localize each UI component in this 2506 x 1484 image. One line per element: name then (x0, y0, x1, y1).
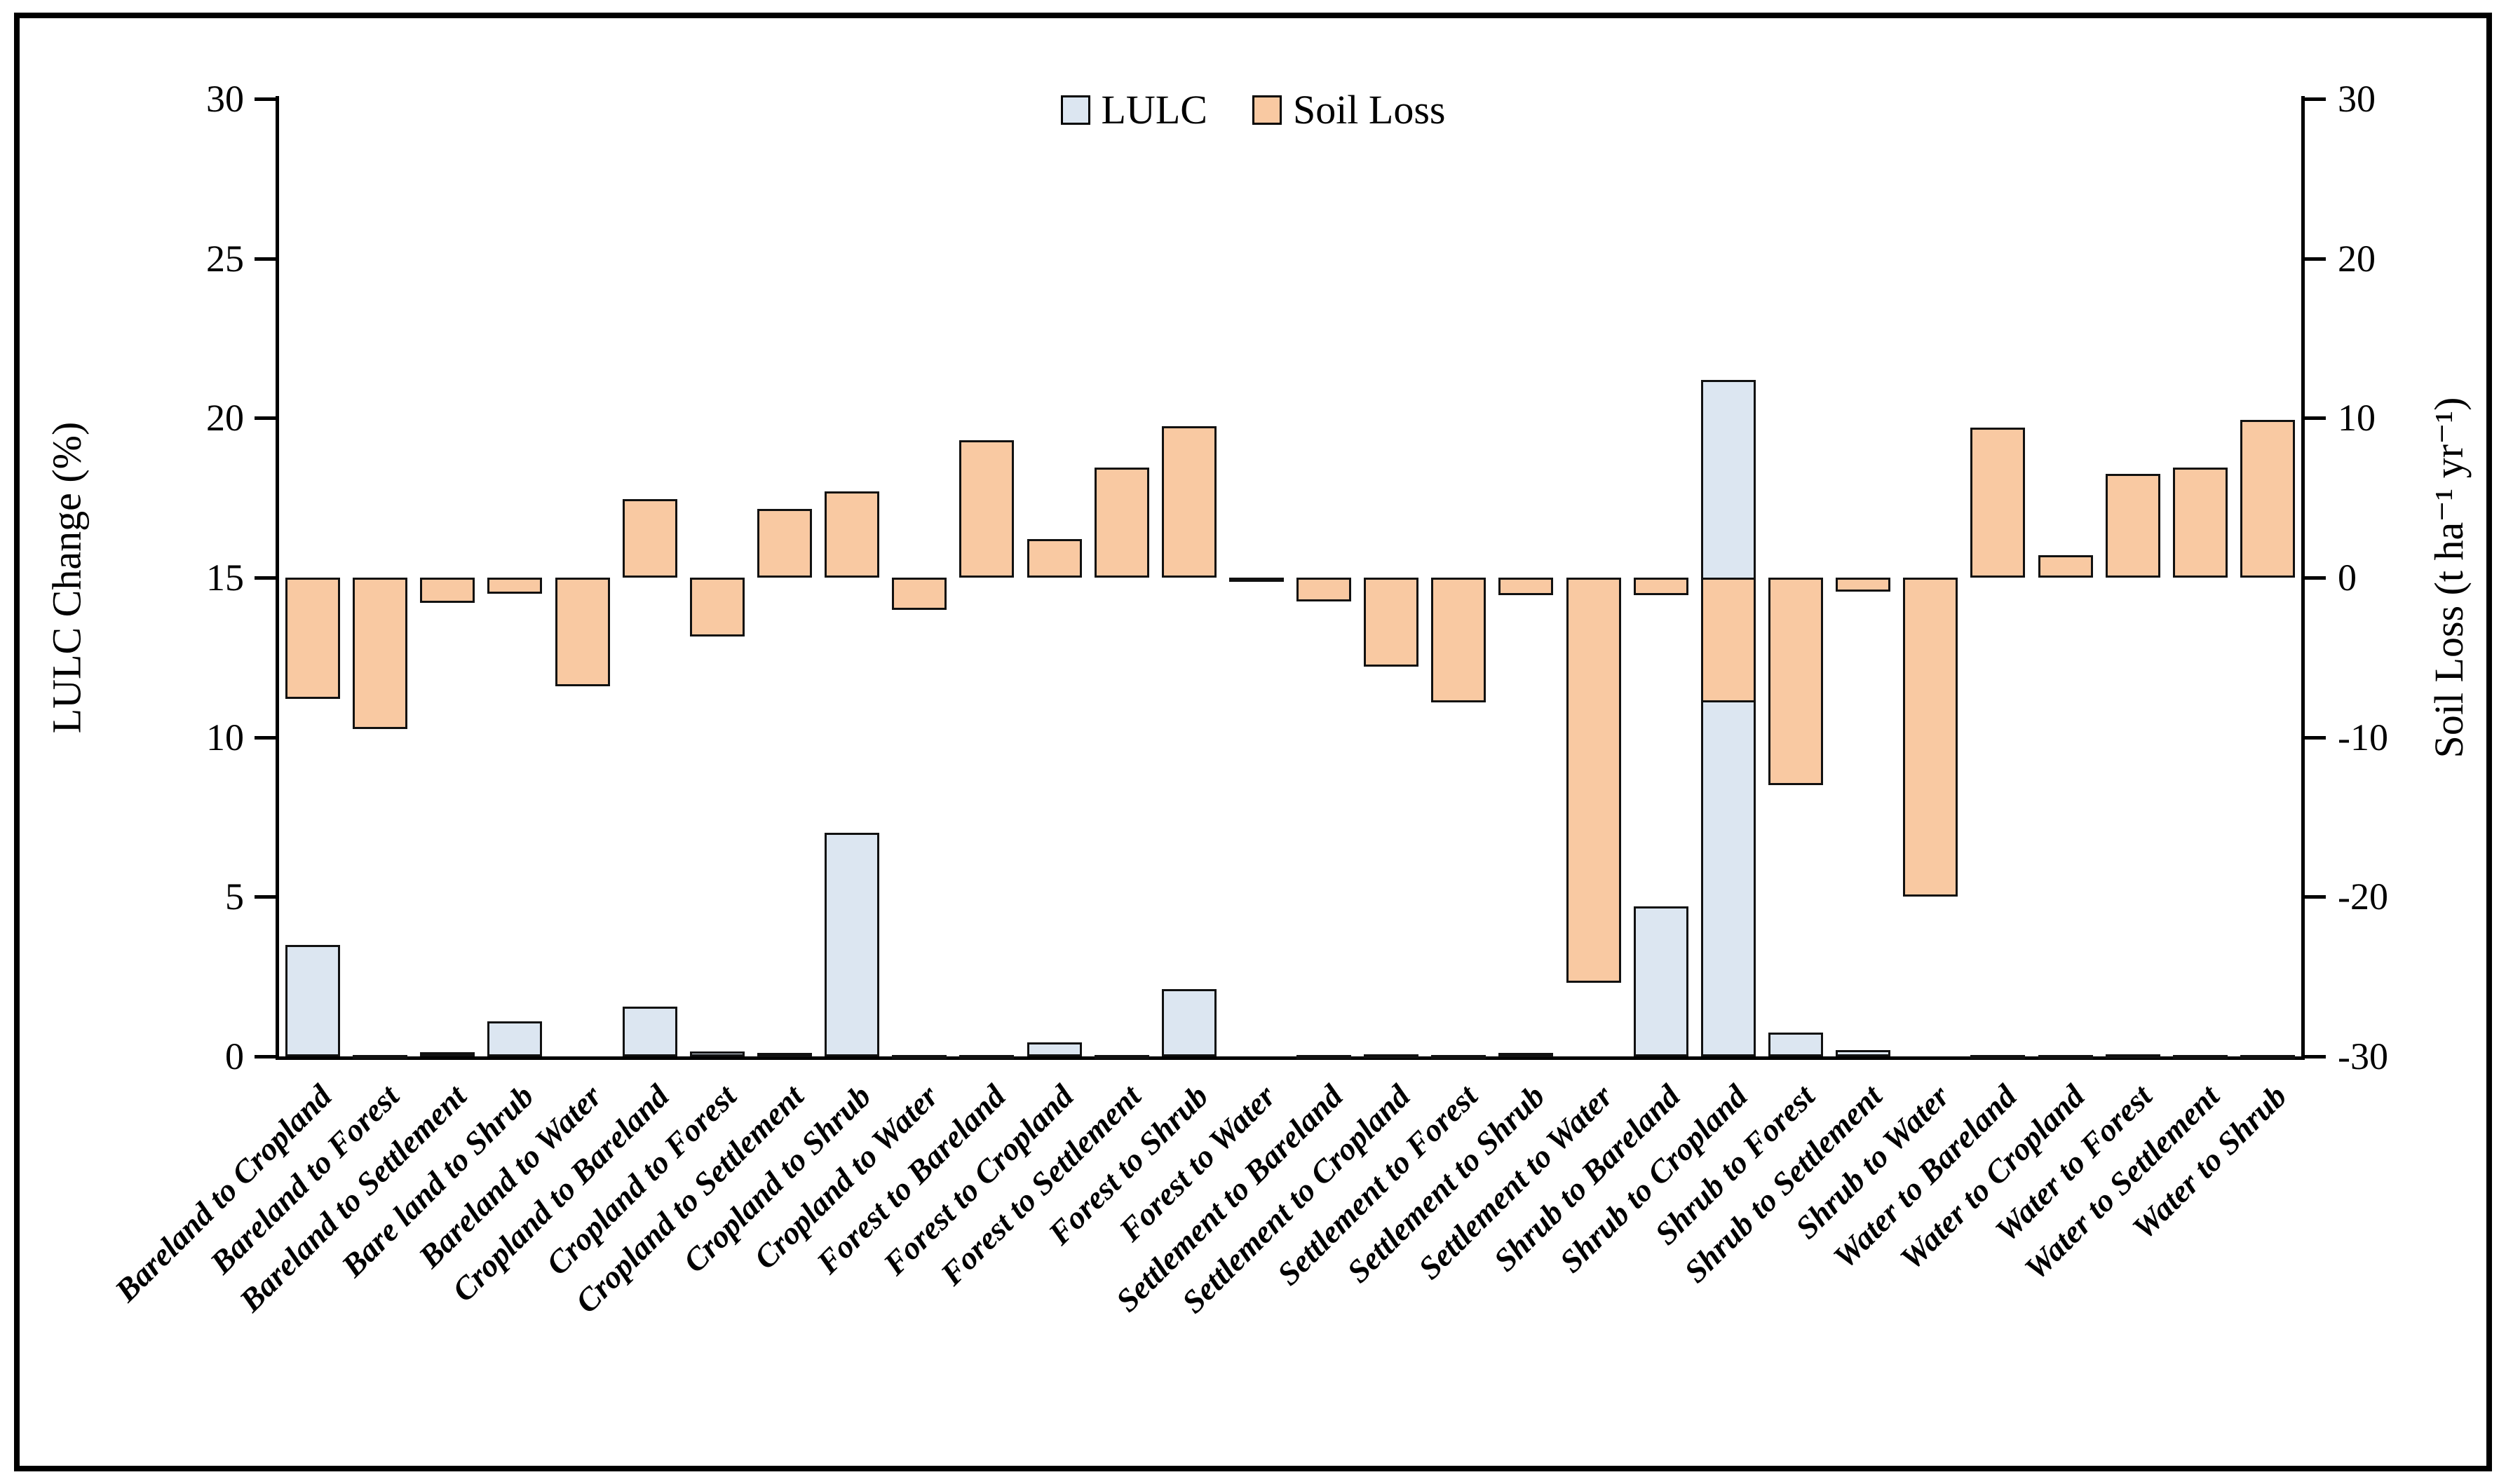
right-axis-tick-label: 10 (2338, 397, 2376, 440)
bar-lulc (825, 833, 880, 1056)
bar-soil-loss (689, 578, 745, 637)
bar-soil-loss (353, 578, 408, 730)
right-axis-tick (2305, 735, 2326, 740)
right-axis-tick-label: -20 (2338, 876, 2388, 918)
bar-lulc (959, 1054, 1015, 1059)
left-axis-tick-label: 20 (206, 397, 244, 440)
bar-soil-loss (2172, 467, 2228, 578)
bar-soil-loss (1431, 578, 1486, 702)
bar-lulc (285, 944, 341, 1056)
right-axis-tick (2305, 416, 2326, 421)
bar-soil-loss (1228, 578, 1284, 582)
left-axis-tick (255, 416, 276, 421)
left-axis-tick (255, 257, 276, 261)
bar-lulc (1296, 1055, 1352, 1059)
bar-lulc (1700, 379, 1756, 1056)
bar-soil-loss (1700, 578, 1756, 702)
bar-soil-loss (757, 509, 812, 578)
left-axis-tick-label: 30 (206, 78, 244, 120)
left-axis-tick-label: 25 (206, 237, 244, 280)
bar-lulc (1094, 1055, 1149, 1059)
bar-soil-loss (1161, 426, 1217, 578)
bar-soil-loss (959, 440, 1015, 578)
bar-lulc (2240, 1055, 2295, 1059)
left-axis-tick-label: 5 (225, 876, 244, 918)
left-axis-tick (255, 735, 276, 740)
bar-soil-loss (1566, 578, 1621, 983)
bar-soil-loss (2240, 419, 2295, 578)
bar-soil-loss (285, 578, 341, 700)
bar-soil-loss (420, 578, 475, 604)
bar-lulc (487, 1021, 543, 1056)
legend-item-soil-loss: Soil Loss (1252, 90, 1446, 130)
bar-lulc (1364, 1054, 1419, 1058)
right-axis-tick-label: -30 (2338, 1035, 2388, 1077)
right-axis-tick-label: 20 (2338, 237, 2376, 280)
left-axis-tick (255, 97, 276, 101)
bar-soil-loss (1498, 578, 1554, 596)
bar-soil-loss (2105, 474, 2160, 578)
legend-label-soil-loss: Soil Loss (1292, 87, 1446, 132)
bar-soil-loss (1903, 578, 1958, 897)
bar-soil-loss (555, 578, 610, 686)
bar-lulc (1970, 1055, 2026, 1059)
left-axis-title: LULC Change (%) (43, 421, 90, 734)
bar-soil-loss (1094, 467, 1149, 578)
legend-item-lulc: LULC (1060, 87, 1207, 132)
bar-lulc (1633, 906, 1688, 1056)
bar-lulc (2105, 1054, 2160, 1058)
left-axis-tick-label: 10 (206, 716, 244, 758)
left-axis-tick-label: 0 (225, 1035, 244, 1077)
bar-lulc (1027, 1042, 1082, 1056)
bar-soil-loss (892, 578, 947, 610)
legend-label-lulc: LULC (1101, 87, 1207, 132)
bar-soil-loss (1364, 578, 1419, 667)
right-axis-tick (2305, 895, 2326, 899)
left-axis-tick (255, 1055, 276, 1058)
left-axis-line (276, 96, 279, 1060)
right-axis-tick (2305, 1055, 2326, 1058)
bar-lulc (757, 1052, 812, 1057)
soil-loss-swatch-icon (1252, 95, 1282, 125)
x-axis-line (276, 1056, 2305, 1060)
right-axis-line (2301, 96, 2305, 1060)
left-axis-tick (255, 895, 276, 899)
bar-lulc (689, 1051, 745, 1056)
right-axis-tick (2305, 576, 2326, 580)
bar-lulc (1768, 1032, 1823, 1056)
bar-soil-loss (1970, 427, 2026, 578)
right-axis-tick (2305, 97, 2326, 101)
bar-soil-loss (1027, 539, 1082, 578)
bar-lulc (1836, 1049, 1891, 1056)
bar-soil-loss (622, 499, 677, 578)
bar-soil-loss (1296, 578, 1352, 602)
bar-lulc (1431, 1055, 1486, 1059)
bar-lulc (892, 1055, 947, 1059)
bar-lulc (2038, 1055, 2093, 1059)
bar-lulc (2172, 1055, 2228, 1059)
right-axis-tick-label: 30 (2338, 78, 2376, 120)
bar-lulc (353, 1055, 408, 1059)
bar-soil-loss (1836, 578, 1891, 592)
chart-legend: LULC Soil Loss (0, 90, 2506, 130)
bar-lulc (1161, 989, 1217, 1056)
bar-lulc (622, 1007, 677, 1056)
figure-border (14, 13, 2492, 1471)
bar-lulc (1498, 1053, 1554, 1058)
bar-soil-loss (1768, 578, 1823, 785)
bar-lulc (420, 1052, 475, 1057)
bar-soil-loss (1633, 578, 1688, 596)
left-axis-tick (255, 576, 276, 580)
bar-soil-loss (487, 578, 543, 594)
lulc-swatch-icon (1060, 95, 1090, 125)
bar-soil-loss (825, 491, 880, 578)
right-axis-tick (2305, 257, 2326, 261)
bar-soil-loss (2038, 555, 2093, 578)
right-axis-tick-label: -10 (2338, 716, 2388, 758)
left-axis-tick-label: 15 (206, 557, 244, 599)
right-axis-tick-label: 0 (2338, 557, 2357, 599)
